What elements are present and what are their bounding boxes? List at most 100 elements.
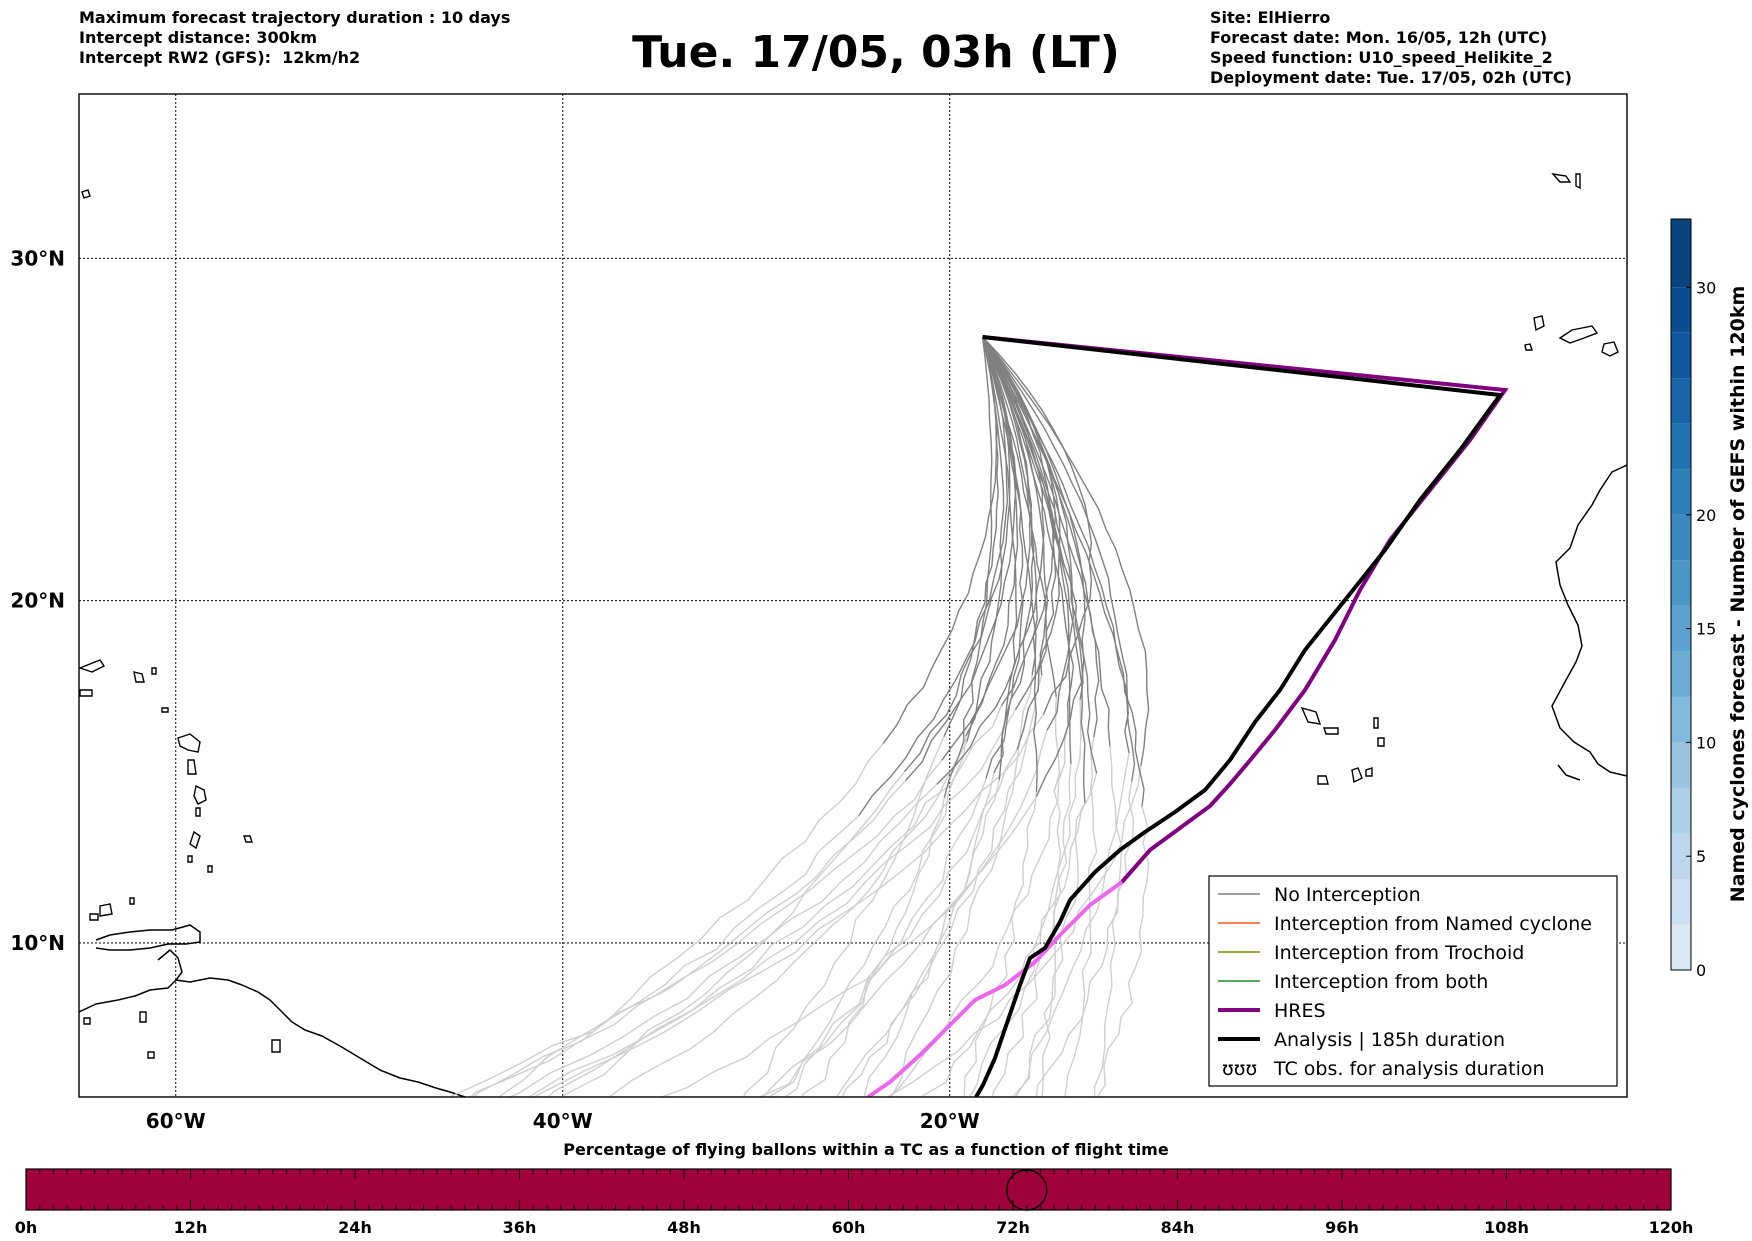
- island-caribbean-8: [195, 807, 201, 817]
- lon-tick-label: 60°W: [146, 1109, 206, 1133]
- trajectory-no-interception: [966, 336, 1019, 742]
- colorbar-block: [1671, 924, 1691, 970]
- trajectory-late-segment: [962, 791, 1038, 1097]
- trajectory-no-interception: [982, 336, 1150, 767]
- island-cape-verde-3: [1373, 717, 1379, 729]
- colorbar-block: [1671, 378, 1691, 424]
- trajectory-late-segment: [800, 797, 946, 1097]
- island-caribbean-1: [79, 659, 106, 673]
- timebar-current-marker[interactable]: [1006, 1169, 1048, 1211]
- intercept-rw2-text: Intercept RW2 (GFS): 12km/h2: [79, 48, 361, 67]
- island-caribbean-7: [193, 784, 207, 805]
- island-caribbean-14: [89, 913, 99, 921]
- coastline-south-america: [79, 977, 466, 1097]
- islands: [79, 173, 1619, 1059]
- island-caribbean-4: [161, 707, 169, 713]
- run-info-left: Maximum forecast trajectory duration : 1…: [79, 8, 510, 68]
- trajectory-late-segment: [768, 735, 967, 1097]
- trajectory-no-interception: [982, 336, 1130, 754]
- island-lanzarote-group: [1558, 325, 1599, 344]
- colorbar-block: [1671, 423, 1691, 470]
- colorbar-block: [1671, 742, 1691, 788]
- island-cape-verde-4: [1377, 737, 1385, 747]
- island-caribbean-17: [147, 1051, 155, 1059]
- island-caribbean-6: [187, 759, 197, 775]
- lat-tick-label: 20°N: [10, 589, 65, 613]
- trajectories-late: [448, 674, 1150, 1097]
- coastline-africa: [1551, 464, 1627, 777]
- trajectory-late-segment: [469, 779, 907, 1097]
- legend-label-tc-obs: TC obs. for analysis duration: [1273, 1058, 1545, 1080]
- coastline-africa-north: [1626, 461, 1627, 465]
- timebar-tick-label: 84h: [1161, 1218, 1195, 1237]
- island-madeira: [1551, 173, 1572, 183]
- colorbar-frame: [1670, 218, 1692, 971]
- trajectory-no-interception: [943, 336, 993, 798]
- tc-obs-symbol: ʊʊʊ: [1222, 1058, 1257, 1080]
- trajectory-late-segment: [528, 709, 1017, 1097]
- island-trinidad-2: [271, 1039, 281, 1053]
- timebar-tick-label: 0h: [15, 1218, 38, 1237]
- island-caribbean-13: [99, 903, 113, 917]
- trajectory-late-segment: [472, 815, 860, 1097]
- page-title: Tue. 17/05, 03h (LT): [632, 27, 1120, 78]
- map-panel[interactable]: 60°W 40°W 20°W 30°N 20°N 10°N No Interception…: [10, 93, 1632, 1133]
- trajectory-no-interception: [981, 336, 1098, 774]
- coastline-south-america-east: [157, 949, 183, 981]
- trajectory-no-interception: [981, 336, 1100, 738]
- trajectory-no-interception: [982, 336, 1093, 715]
- trajectory-late-segment: [560, 771, 906, 1097]
- colorbar-tick-label: 30: [1696, 278, 1716, 297]
- island-cape-verde-7: [1365, 767, 1373, 777]
- colorbar-block: [1671, 833, 1691, 879]
- axis-tick-labels: 60°W 40°W 20°W 30°N 20°N 10°N: [10, 246, 979, 1133]
- colorbar-tick-label: 0: [1696, 961, 1706, 980]
- colorbar-block: [1671, 696, 1691, 743]
- timebar-tick-label: 96h: [1325, 1218, 1359, 1237]
- run-info-right: Site: ElHierro Forecast date: Mon. 16/05…: [1210, 8, 1572, 88]
- trajectory-no-interception: [982, 336, 1061, 711]
- trajectory-late-segment: [1096, 806, 1150, 1097]
- island-cape-verde-1: [1300, 706, 1322, 725]
- trajectory-no-interception: [943, 336, 999, 737]
- island-caribbean-3: [133, 671, 145, 683]
- trajectory-late-segment: [1014, 752, 1130, 1097]
- trajectory-late-segment: [762, 749, 1018, 1097]
- colorbar-block: [1671, 605, 1691, 652]
- island-madeira-2: [1575, 173, 1581, 190]
- legend-label-hres: HRES: [1274, 1000, 1326, 1022]
- deployment-date-text: Deployment date: Tue. 17/05, 02h (UTC): [1210, 68, 1572, 87]
- trajectory-late-segment: [532, 714, 1044, 1097]
- map-frame: [78, 93, 1628, 1098]
- island-canary-1: [1533, 315, 1545, 332]
- timebar-tick-label: 108h: [1484, 1218, 1529, 1237]
- analysis-line: [974, 335, 1504, 1097]
- trajectory-late-segment: [922, 736, 1095, 1097]
- trajectory-no-interception: [982, 336, 1057, 707]
- island-trinidad: [139, 1011, 147, 1023]
- timebar-tick-label: 24h: [338, 1218, 372, 1237]
- trajectory-late-segment: [608, 741, 968, 1097]
- legend-box: [1208, 875, 1618, 1087]
- trajectory-late-segment: [1093, 746, 1123, 1097]
- colorbar-block: [1671, 219, 1691, 288]
- trajectory-late-segment: [968, 699, 1082, 1097]
- colorbar-block: [1671, 287, 1691, 333]
- trajectory-late-segment: [783, 778, 987, 1097]
- colorbar-block: [1671, 651, 1691, 697]
- trajectory-late-segment: [546, 705, 1003, 1097]
- trajectory-late-segment: [497, 743, 884, 1097]
- trajectory-no-interception: [981, 336, 1038, 792]
- colorbar-ticks: 0 5 10 15 20 30: [1686, 278, 1716, 980]
- trajectory-no-interception: [982, 336, 1057, 750]
- timebar-tick-label: 72h: [996, 1218, 1030, 1237]
- island-caribbean-18: [151, 667, 157, 675]
- trajectories-early: [858, 336, 1150, 816]
- lon-tick-label: 40°W: [533, 1109, 593, 1133]
- colorbar-block: [1671, 469, 1691, 515]
- timebar: Percentage of flying ballons within a TC…: [15, 1140, 1694, 1237]
- trajectory-no-interception: [981, 336, 1111, 747]
- island-caribbean-5: [177, 733, 201, 753]
- island-caribbean-19: [81, 189, 91, 199]
